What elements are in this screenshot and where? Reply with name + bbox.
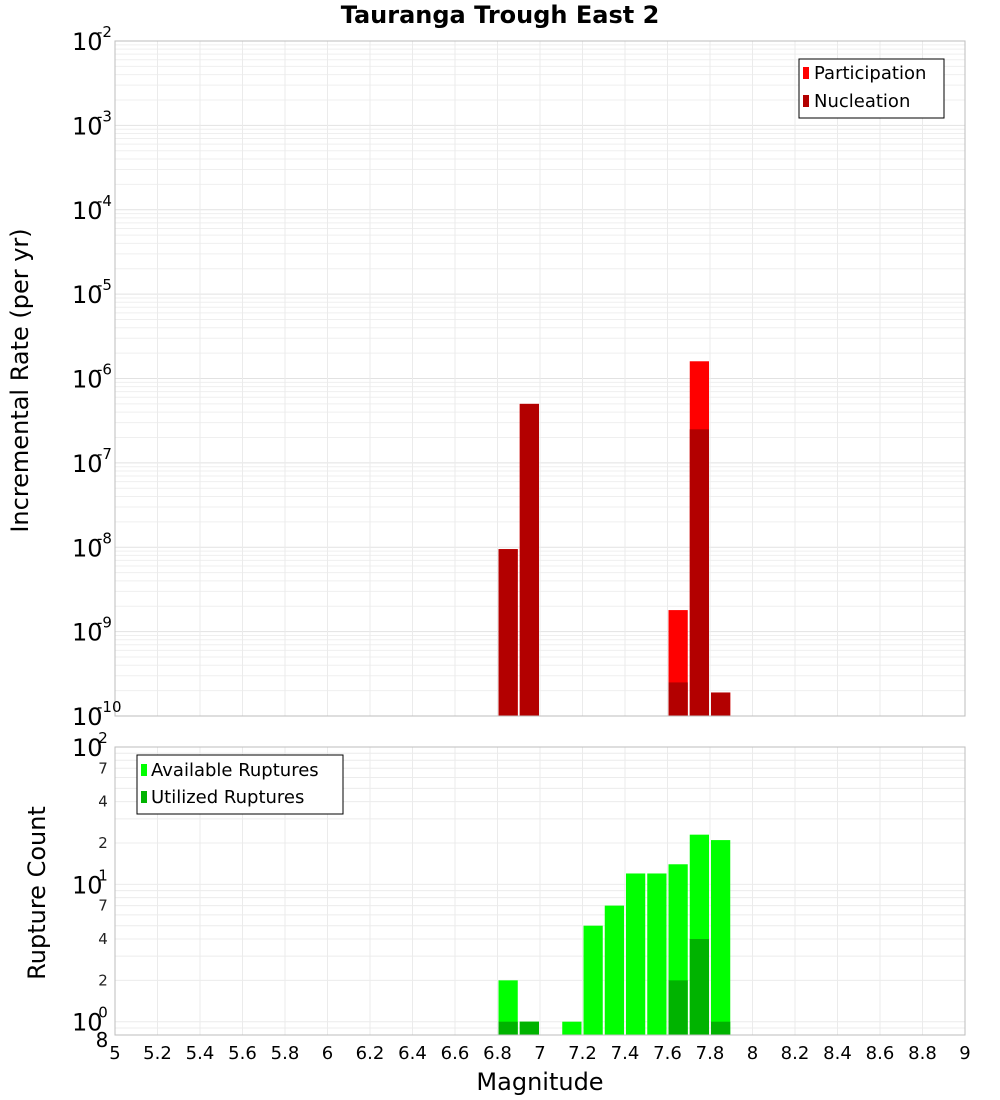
available-ruptures-bar <box>562 1021 582 1035</box>
y-tick-exponent: -6 <box>97 361 112 379</box>
x-tick-label: 5.2 <box>143 1043 172 1064</box>
count-y-tick-exponent: 0 <box>98 1004 108 1022</box>
x-tick-label: 6.2 <box>356 1043 385 1064</box>
nucleation-bar <box>689 429 709 716</box>
x-tick-label: 8.4 <box>823 1043 852 1064</box>
x-tick-label: 7 <box>534 1043 545 1064</box>
utilized-ruptures-bar <box>689 939 709 1035</box>
count-y-minor-tick-label: 4 <box>98 793 108 811</box>
count-plot-grid <box>114 746 966 1036</box>
x-axis-title: Magnitude <box>476 1068 603 1096</box>
utilized-ruptures-bar <box>668 980 688 1035</box>
available-ruptures-legend-label: Available Ruptures <box>151 760 319 781</box>
nucleation-legend-label: Nucleation <box>814 91 910 112</box>
y-tick-label: 10 <box>72 28 103 56</box>
x-tick-label: 5.6 <box>228 1043 257 1064</box>
rate-plot: 10-210-310-410-510-610-710-810-910-10Inc… <box>6 23 966 731</box>
x-tick-label: 6.8 <box>483 1043 512 1064</box>
count-y-minor-tick-label: 7 <box>98 759 108 777</box>
count-y-tick-label: 10 <box>72 734 103 762</box>
y-tick-exponent: -3 <box>97 107 112 125</box>
y-tick-exponent: -4 <box>97 192 112 210</box>
x-tick-label: 8.8 <box>908 1043 937 1064</box>
y-tick-exponent: -7 <box>97 445 112 463</box>
x-tick-label: 7.8 <box>696 1043 725 1064</box>
nucleation-bar <box>668 682 688 716</box>
count-y-axis-title: Rupture Count <box>23 806 51 980</box>
x-tick-label: 6.6 <box>441 1043 470 1064</box>
x-tick-label: 9 <box>959 1043 970 1064</box>
rate-legend-box <box>798 58 945 119</box>
available-ruptures-bar <box>647 873 667 1035</box>
chart-title: Tauranga Trough East 2 <box>341 1 660 29</box>
available-ruptures-swatch <box>141 764 147 776</box>
nucleation-bar <box>711 692 731 716</box>
count-legend-box <box>136 754 344 815</box>
rate-legend: Participation Nucleation <box>798 58 945 119</box>
y-tick-exponent: -8 <box>97 529 112 547</box>
utilized-ruptures-swatch <box>141 791 147 803</box>
nucleation-bar <box>519 403 539 716</box>
available-ruptures-bar <box>626 873 646 1035</box>
available-ruptures-bar <box>498 980 518 1035</box>
rate-bars <box>498 361 731 716</box>
y-tick-exponent: -10 <box>97 698 122 716</box>
available-ruptures-bar <box>583 925 603 1035</box>
y-tick-label: 10 <box>72 703 103 731</box>
utilized-ruptures-bar <box>519 1021 539 1035</box>
y-tick-label: 10 <box>72 197 103 225</box>
y-tick-label: 10 <box>72 450 103 478</box>
count-y-minor-tick-label: 8 <box>96 1028 109 1052</box>
available-ruptures-bar <box>604 905 624 1035</box>
participation-legend-label: Participation <box>814 63 926 84</box>
utilized-ruptures-bar <box>711 1021 731 1035</box>
x-tick-label: 8.6 <box>866 1043 895 1064</box>
count-y-tick-label: 10 <box>72 1009 103 1037</box>
x-tick-label: 7.6 <box>653 1043 682 1064</box>
x-tick-label: 5 <box>109 1043 120 1064</box>
count-y-tick-exponent: 2 <box>98 729 108 747</box>
y-tick-label: 10 <box>72 366 103 394</box>
y-tick-label: 10 <box>72 619 103 647</box>
count-y-tick-label: 10 <box>72 871 103 899</box>
x-tick-label: 8 <box>747 1043 758 1064</box>
x-tick-label: 5.8 <box>271 1043 300 1064</box>
utilized-ruptures-bar <box>498 1021 518 1035</box>
count-plot-frame <box>114 746 966 1036</box>
count-bars <box>498 834 731 1035</box>
count-y-minor-tick-label: 7 <box>98 897 108 915</box>
x-tick-label: 7.4 <box>611 1043 640 1064</box>
y-axis-title: Incremental Rate (per yr) <box>6 228 34 532</box>
count-y-minor-tick-label: 2 <box>98 834 108 852</box>
count-legend: Available Ruptures Utilized Ruptures <box>136 754 344 815</box>
count-y-minor-tick-label: 2 <box>98 971 108 989</box>
y-tick-label: 10 <box>72 112 103 140</box>
nucleation-bar <box>498 549 518 716</box>
y-tick-exponent: -2 <box>97 23 112 41</box>
y-tick-label: 10 <box>72 281 103 309</box>
utilized-ruptures-legend-label: Utilized Ruptures <box>151 787 304 808</box>
participation-swatch <box>803 67 809 79</box>
x-tick-label: 6.4 <box>398 1043 427 1064</box>
y-tick-label: 10 <box>72 534 103 562</box>
x-tick-label: 7.2 <box>568 1043 597 1064</box>
x-tick-label: 5.4 <box>186 1043 215 1064</box>
available-ruptures-bar <box>711 840 731 1035</box>
rate-plot-grid <box>114 41 966 717</box>
y-tick-exponent: -5 <box>97 276 112 294</box>
nucleation-swatch <box>803 95 809 107</box>
x-tick-label: 8.2 <box>781 1043 810 1064</box>
rate-plot-frame <box>114 40 966 717</box>
y-tick-exponent: -9 <box>97 614 112 632</box>
count-y-tick-exponent: 1 <box>98 866 108 884</box>
x-tick-label: 6 <box>322 1043 333 1064</box>
count-y-minor-tick-label: 4 <box>98 930 108 948</box>
